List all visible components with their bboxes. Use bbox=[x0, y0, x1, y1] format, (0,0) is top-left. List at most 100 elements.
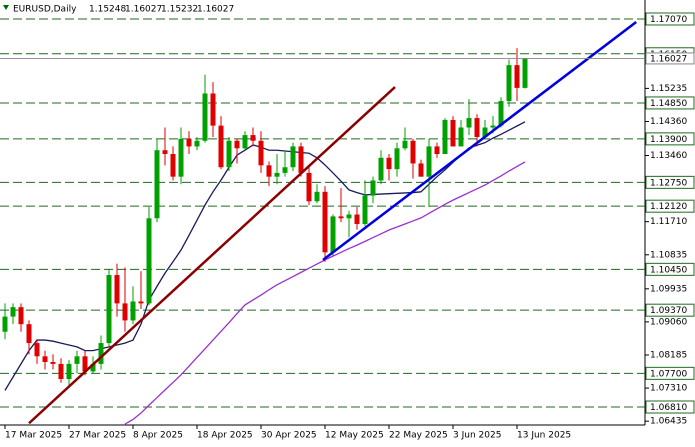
level-label-box bbox=[645, 199, 695, 213]
header-close: 1.16027 bbox=[197, 5, 234, 15]
level-label: 1.06810 bbox=[650, 403, 687, 413]
candle-body bbox=[282, 167, 288, 173]
candle-body bbox=[226, 140, 232, 168]
candle-body bbox=[74, 356, 80, 364]
level-label: 1.07700 bbox=[650, 369, 687, 379]
candle-body bbox=[138, 301, 144, 304]
y-tick-label: 1.09060 bbox=[650, 317, 687, 327]
candle-body bbox=[458, 127, 464, 147]
candle-body bbox=[186, 138, 192, 147]
chart-title: EURUSD,Daily bbox=[13, 5, 77, 15]
candle-body bbox=[210, 93, 216, 126]
candle-body bbox=[218, 125, 224, 168]
candle-body bbox=[258, 140, 264, 166]
candle-body bbox=[114, 275, 120, 304]
candle-body bbox=[394, 148, 400, 170]
candle-body bbox=[66, 363, 72, 380]
candle-body bbox=[130, 301, 136, 321]
level-label-box bbox=[645, 303, 695, 317]
candle-body bbox=[82, 356, 88, 372]
trendline bbox=[28, 86, 396, 425]
y-tick-label: 1.08185 bbox=[650, 350, 687, 360]
candle-body bbox=[330, 216, 336, 253]
header-low: 1.15232 bbox=[161, 5, 198, 15]
candle-body bbox=[274, 172, 280, 177]
moving-average bbox=[4, 121, 526, 391]
candle-body bbox=[194, 140, 200, 147]
y-tick-label: 1.14360 bbox=[650, 117, 687, 127]
candle-body bbox=[162, 150, 168, 154]
candle-body bbox=[482, 127, 488, 137]
candle-body bbox=[18, 307, 24, 325]
candle-body bbox=[362, 195, 368, 224]
x-tick-label: 22 May 2025 bbox=[389, 431, 448, 441]
candle-body bbox=[426, 146, 432, 177]
candle-body bbox=[346, 214, 352, 219]
level-label-box bbox=[645, 132, 695, 146]
x-tick-label: 3 Jun 2025 bbox=[453, 431, 501, 441]
x-tick-label: 13 Jun 2025 bbox=[517, 431, 571, 441]
level-label: 1.10450 bbox=[650, 265, 687, 275]
level-label-box bbox=[645, 96, 695, 110]
candle-body bbox=[434, 146, 440, 154]
level-label: 1.13900 bbox=[650, 135, 687, 145]
candle-body bbox=[98, 343, 104, 364]
level-label-box bbox=[645, 262, 695, 276]
level-label: 1.12750 bbox=[650, 178, 687, 188]
candle-body bbox=[26, 324, 32, 344]
level-label-box bbox=[645, 366, 695, 380]
level-label-box bbox=[645, 12, 695, 26]
x-tick-label: 12 May 2025 bbox=[325, 431, 384, 441]
candle-body bbox=[298, 146, 304, 173]
header-high: 1.16027 bbox=[125, 5, 162, 15]
candle-body bbox=[42, 356, 48, 362]
x-tick-label: 8 Apr 2025 bbox=[133, 431, 183, 441]
candle-body bbox=[466, 118, 472, 128]
candle-body bbox=[506, 65, 512, 102]
candle-body bbox=[242, 135, 248, 149]
candle-body bbox=[90, 363, 96, 372]
candle-body bbox=[154, 150, 160, 219]
level-label: 1.14850 bbox=[650, 99, 687, 109]
candle-body bbox=[306, 172, 312, 202]
candle-body bbox=[178, 138, 184, 177]
candle-body bbox=[450, 119, 456, 147]
candle-body bbox=[522, 58, 528, 88]
candle-body bbox=[386, 157, 392, 170]
candle-body bbox=[250, 135, 256, 141]
y-tick-label: 1.13460 bbox=[650, 151, 687, 161]
y-tick-label: 1.10835 bbox=[650, 250, 687, 260]
x-tick-label: 18 Apr 2025 bbox=[197, 431, 253, 441]
candle-body bbox=[170, 153, 176, 177]
candle-body bbox=[58, 363, 64, 380]
candle-body bbox=[354, 214, 360, 224]
current-price-box bbox=[645, 52, 695, 65]
candle-body bbox=[146, 218, 152, 304]
candle-body bbox=[498, 101, 504, 126]
candle-body bbox=[474, 118, 480, 137]
y-tick-label: 1.15235 bbox=[650, 84, 687, 94]
candle-body bbox=[370, 180, 376, 196]
x-tick-label: 17 Mar 2025 bbox=[5, 431, 62, 441]
candle-body bbox=[234, 140, 240, 149]
level-label: 1.12120 bbox=[650, 202, 687, 212]
candle-body bbox=[338, 216, 344, 219]
level-label: 1.17070 bbox=[650, 15, 687, 25]
candle-body bbox=[322, 191, 328, 253]
level-label: 1.09370 bbox=[650, 306, 687, 316]
x-tick-label: 27 Mar 2025 bbox=[69, 431, 126, 441]
candle-body bbox=[314, 191, 320, 202]
x-tick-label: 30 Apr 2025 bbox=[261, 431, 317, 441]
candle-body bbox=[418, 163, 424, 177]
candle-body bbox=[442, 119, 448, 154]
candle-body bbox=[378, 157, 384, 181]
candle-body bbox=[490, 125, 496, 128]
symbol-icon bbox=[3, 5, 9, 10]
y-tick-label: 1.06435 bbox=[650, 417, 687, 427]
candle-body bbox=[122, 303, 128, 321]
level-label-box bbox=[645, 175, 695, 189]
y-tick-label: 1.07310 bbox=[650, 384, 687, 394]
level-label-box bbox=[645, 400, 695, 414]
